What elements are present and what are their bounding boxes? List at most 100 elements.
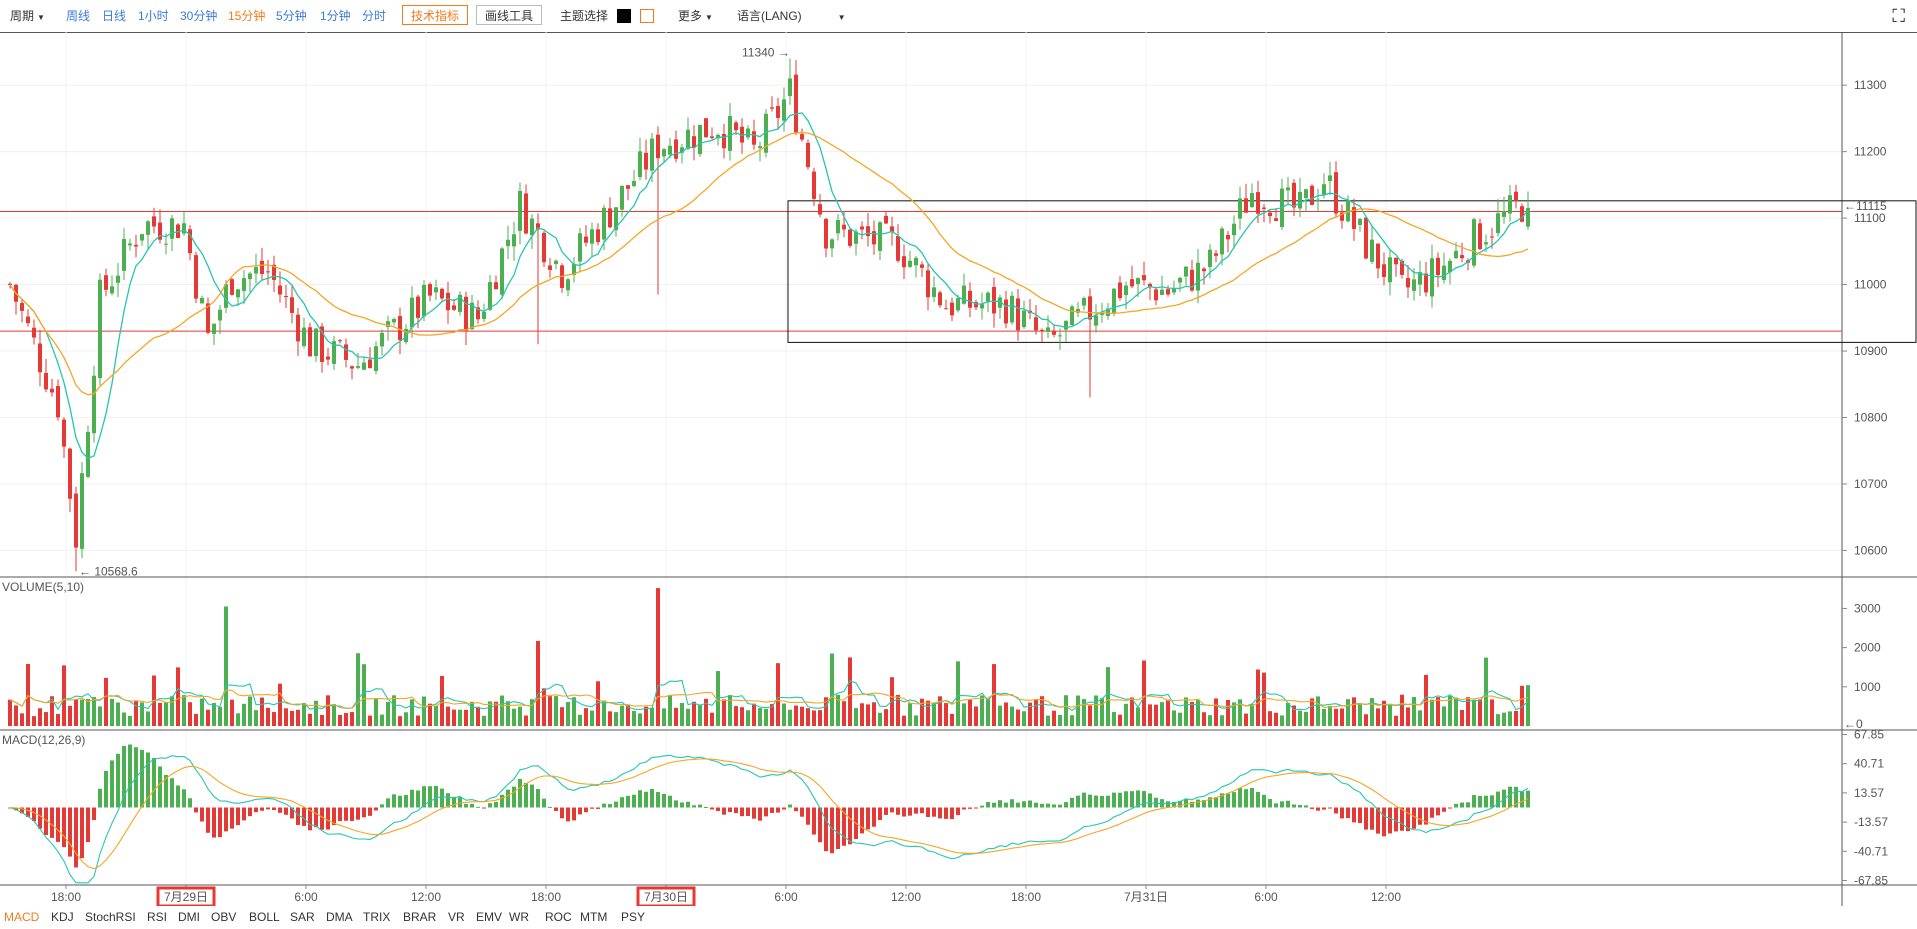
- indicator-stochrsi[interactable]: StochRSI: [85, 910, 136, 924]
- indicator-emv[interactable]: EMV: [476, 910, 503, 924]
- candle-body: [80, 473, 84, 549]
- candle-body: [416, 296, 420, 318]
- chart-area[interactable]: 11340 → ← 10568.6 VOLUME(5,10) MACD(12,26…: [0, 32, 1917, 906]
- candle-body: [1436, 257, 1440, 276]
- candle-body: [1472, 219, 1476, 266]
- period-timeshare[interactable]: 分时: [362, 9, 387, 23]
- volume-bar: [842, 701, 846, 726]
- candle-body: [890, 226, 894, 233]
- candle-body: [818, 204, 822, 215]
- indicator-kdj[interactable]: KDJ: [51, 910, 74, 924]
- volume-bar: [1184, 697, 1188, 726]
- indicator-rsi[interactable]: RSI: [147, 910, 168, 924]
- volume-bar: [830, 653, 834, 726]
- theme-light-swatch[interactable]: [640, 9, 654, 23]
- indicator-brar[interactable]: BRAR: [403, 910, 437, 924]
- macd-histogram-bar: [98, 788, 102, 808]
- candle-body: [104, 275, 108, 290]
- date-highlight-box: [156, 886, 216, 906]
- macd-histogram-bar: [626, 795, 630, 808]
- volume-bar: [404, 712, 408, 726]
- period-30m[interactable]: 30分钟: [180, 9, 218, 23]
- period-5m[interactable]: 5分钟: [276, 9, 307, 23]
- indicator-macd[interactable]: MACD: [4, 910, 40, 924]
- period-daily[interactable]: 日线: [102, 9, 127, 23]
- volume-bar: [206, 709, 210, 726]
- candle-body: [1442, 265, 1446, 280]
- volume-bar: [74, 699, 78, 726]
- volume-bar: [1118, 714, 1122, 726]
- theme-dark-swatch[interactable]: [617, 9, 631, 23]
- candle-body: [1106, 308, 1110, 316]
- candle-body: [8, 283, 12, 285]
- chevron-down-icon: ▼: [37, 13, 45, 22]
- volume-bar: [212, 703, 216, 726]
- macd-histogram-bar: [1148, 793, 1152, 808]
- volume-bar: [806, 708, 810, 726]
- period-1m[interactable]: 1分钟: [320, 9, 351, 23]
- volume-bar: [266, 707, 270, 726]
- volume-bar: [992, 664, 996, 726]
- macd-histogram-bar: [1376, 807, 1380, 834]
- indicator-psy[interactable]: PSY: [621, 910, 646, 924]
- macd-histogram-bar: [506, 789, 510, 808]
- macd-histogram-bar: [44, 807, 48, 836]
- period-dropdown[interactable]: 周期 ▼: [10, 8, 45, 26]
- volume-bar: [470, 701, 474, 726]
- macd-histogram-bar: [1250, 787, 1254, 808]
- price-panel: 11340 → ← 10568.6: [0, 46, 1917, 578]
- draw-tool-button[interactable]: 画线工具: [476, 5, 543, 25]
- volume-bar: [182, 695, 186, 726]
- volume-bar: [1340, 708, 1344, 726]
- macd-histogram-bar: [566, 807, 570, 822]
- volume-bar: [116, 702, 120, 726]
- indicator-dma[interactable]: DMA: [326, 910, 353, 924]
- macd-histogram-bar: [842, 807, 846, 846]
- fullscreen-icon[interactable]: ⛶: [1892, 6, 1905, 26]
- indicator-roc[interactable]: ROC: [545, 910, 572, 924]
- candle-body: [1010, 295, 1014, 323]
- macd-histogram-bar: [668, 795, 672, 808]
- candle-body: [1352, 207, 1356, 229]
- volume-bar: [908, 703, 912, 726]
- candle-body: [1136, 278, 1140, 285]
- macd-histogram-bar: [1070, 797, 1074, 808]
- macd-histogram-bar: [1112, 792, 1116, 808]
- indicator-sar[interactable]: SAR: [290, 910, 315, 924]
- candle-body: [140, 234, 144, 241]
- candle-body: [98, 279, 102, 379]
- candle-body: [584, 236, 588, 243]
- macd-histogram-bar: [152, 757, 156, 808]
- indicator-vr[interactable]: VR: [448, 910, 465, 924]
- indicator-wr[interactable]: WR: [509, 910, 529, 924]
- volume-bar: [902, 715, 906, 726]
- period-15m[interactable]: 15分钟: [228, 9, 266, 23]
- indicator-boll[interactable]: BOLL: [249, 910, 280, 924]
- language-dropdown[interactable]: 语言(LANG) ▼: [737, 8, 846, 26]
- volume-bar: [956, 661, 960, 726]
- indicator-obv[interactable]: OBV: [211, 910, 237, 924]
- tech-indicator-button[interactable]: 技术指标: [402, 5, 469, 25]
- macd-histogram-bar: [110, 760, 114, 808]
- volume-bar: [164, 702, 168, 726]
- indicator-dmi[interactable]: DMI: [178, 910, 200, 924]
- macd-histogram-bar: [836, 807, 840, 849]
- candle-body: [590, 229, 594, 244]
- macd-histogram-bar: [1166, 801, 1170, 808]
- indicator-mtm[interactable]: MTM: [580, 910, 608, 924]
- volume-bar: [338, 714, 342, 726]
- candle-body: [734, 122, 738, 131]
- period-weekly[interactable]: 周线: [66, 9, 91, 23]
- candle-body: [230, 279, 234, 295]
- period-1h[interactable]: 1小时: [138, 9, 169, 23]
- indicator-trix[interactable]: TRIX: [363, 910, 391, 924]
- candle-body: [1328, 175, 1332, 182]
- volume-bar: [1478, 699, 1482, 726]
- time-tick-label: 7月29日: [164, 890, 208, 904]
- macd-histogram-bar: [182, 789, 186, 808]
- candle-body: [638, 151, 642, 178]
- candle-body: [1244, 198, 1248, 213]
- volume-bar: [1334, 708, 1338, 726]
- volume-bar: [884, 709, 888, 726]
- more-dropdown[interactable]: 更多 ▼: [678, 8, 713, 26]
